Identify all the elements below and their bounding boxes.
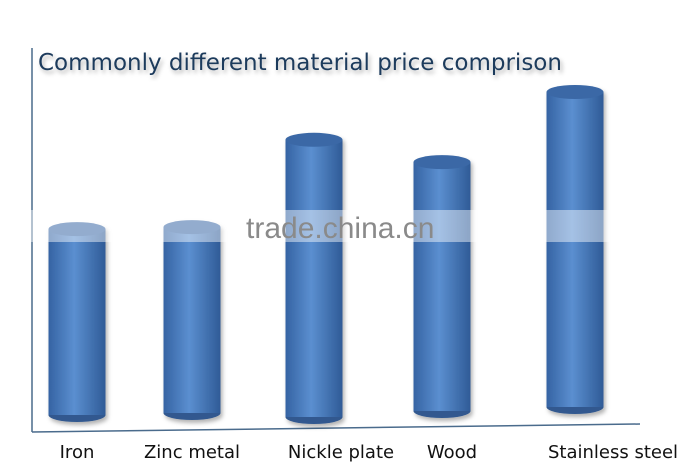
chart-title: Commonly different material price compri…	[38, 50, 562, 76]
category-label: Wood	[427, 442, 477, 463]
bar-wood	[413, 155, 471, 418]
bar-nickle-plate	[285, 132, 343, 424]
bar-iron	[48, 222, 106, 422]
bar-top	[163, 220, 221, 235]
bar-stainless-steel	[546, 85, 604, 414]
bar-body	[48, 229, 106, 415]
category-label: Nickle plate	[288, 442, 394, 463]
bar-zinc-metal	[163, 220, 221, 420]
bar-top	[285, 132, 343, 147]
category-label: Stainless steel	[548, 442, 678, 463]
bar-top	[413, 155, 471, 170]
watermark-band	[0, 210, 690, 242]
bar-top	[546, 85, 604, 99]
bar-top	[48, 222, 106, 237]
category-label: Iron	[60, 442, 95, 463]
bar-body	[285, 139, 343, 418]
x-axis	[31, 423, 641, 433]
bar-body	[163, 227, 221, 413]
bar-body	[413, 162, 471, 411]
bar-body	[546, 92, 604, 407]
category-label: Zinc metal	[144, 442, 240, 463]
watermark: trade.china.cn	[246, 212, 434, 245]
